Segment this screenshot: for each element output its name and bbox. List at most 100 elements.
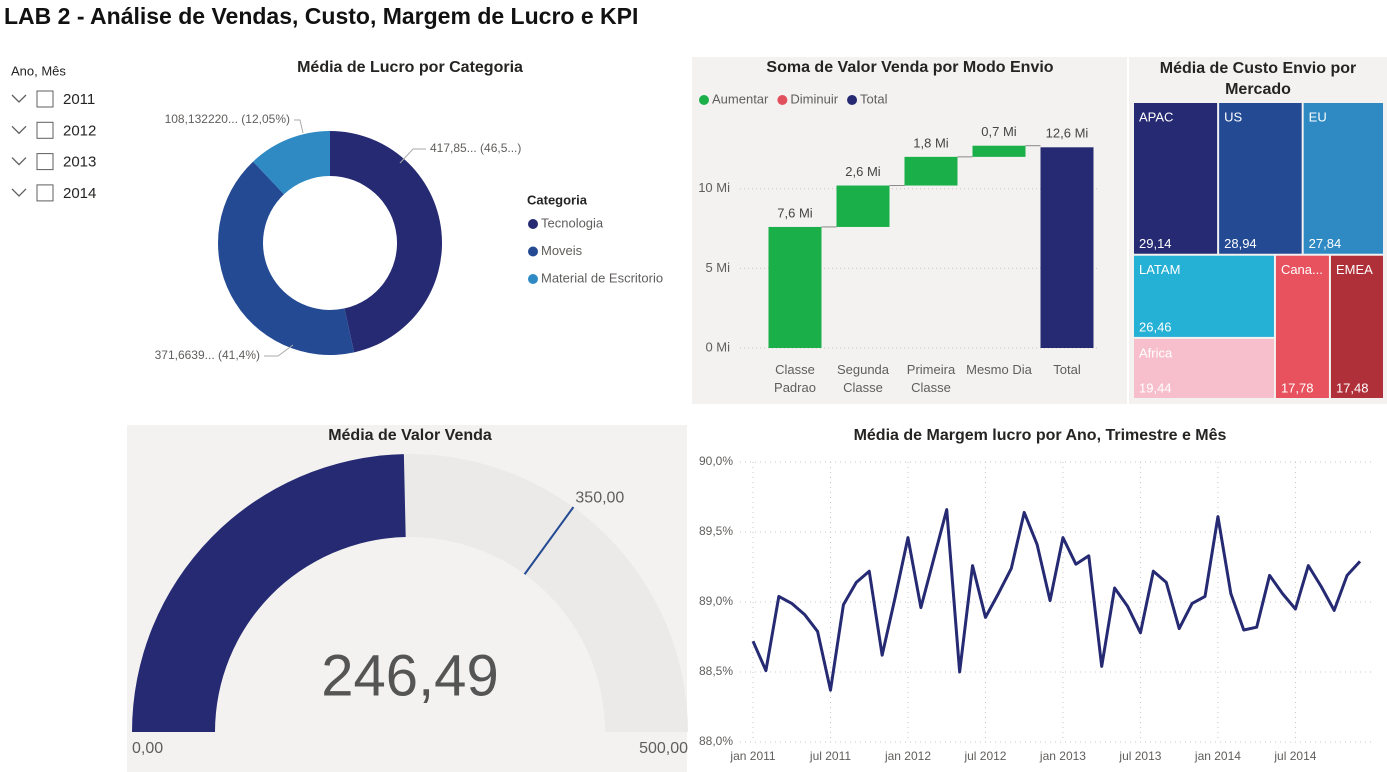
data-label: 371,6639... (41,4%) (155, 348, 260, 362)
cell-value: 26,46 (1139, 319, 1172, 334)
chart-title: Média de Valor Venda (328, 427, 492, 444)
x-tick-label: jan 2011 (729, 749, 775, 763)
data-label: 12,6 Mi (1046, 126, 1089, 141)
chevron[interactable] (11, 188, 27, 197)
cell-label: EU (1309, 109, 1327, 124)
gauge-value (132, 454, 406, 732)
x-tick-label: jul 2012 (963, 749, 1006, 763)
data-label: 1,8 Mi (913, 135, 949, 150)
legend-label: Moveis (541, 243, 583, 258)
legend-label: Total (860, 91, 888, 106)
page-title: LAB 2 - Análise de Vendas, Custo, Margem… (4, 3, 638, 29)
x-tick-label: jan 2012 (884, 749, 931, 763)
chart-title: Soma de Valor Venda por Modo Envio (766, 59, 1053, 76)
legend-marker (847, 95, 858, 105)
cell-label: Cana... (1281, 262, 1323, 277)
cell-value: 19,44 (1139, 380, 1172, 395)
slicer-item[interactable]: 2011 (63, 91, 95, 108)
gauge-limit-label: 500,00 (639, 740, 688, 757)
treemap-cell (1303, 103, 1383, 254)
bar (904, 156, 958, 186)
bar (836, 185, 890, 227)
y-tick-label: 10 Mi (698, 180, 730, 195)
legend-marker (777, 95, 788, 105)
bar (972, 145, 1026, 157)
checkbox[interactable] (36, 153, 54, 171)
data-label: 2,6 Mi (845, 164, 881, 179)
gauge-limit-label: 0,00 (132, 740, 163, 757)
legend-label: Tecnologia (541, 215, 604, 230)
legend-label: Diminuir (790, 91, 838, 106)
target-label: 350,00 (575, 489, 624, 506)
cell-label: Africa (1139, 345, 1173, 360)
leader-line (399, 148, 426, 164)
treemap-cell (1134, 338, 1274, 398)
y-tick-label: 88,5% (699, 664, 733, 678)
legend-marker (528, 219, 538, 229)
y-tick-label: 88,0% (699, 734, 733, 748)
checkbox[interactable] (36, 184, 54, 202)
donut-slice (330, 131, 442, 353)
treemap-cell (1134, 103, 1218, 254)
donut-slice (218, 161, 355, 356)
chart-title: Média de Custo Envio por Mercado (1159, 60, 1357, 98)
x-tick-label: Primeira Classe (906, 362, 956, 395)
cell-label: APAC (1139, 109, 1173, 124)
slicer-item[interactable]: 2013 (63, 154, 96, 171)
legend-marker (699, 95, 709, 105)
y-tick-label: 5 Mi (705, 260, 730, 275)
x-tick-label: Segunda Classe (836, 362, 890, 395)
x-tick-label: jan 2013 (1039, 749, 1086, 763)
y-tick-label: 0 Mi (705, 339, 730, 354)
treemap-cell (1275, 255, 1329, 398)
data-label: 0,7 Mi (981, 124, 1017, 139)
cell-value: 17,48 (1336, 380, 1369, 395)
data-label: 7,6 Mi (777, 205, 813, 220)
checkbox[interactable] (36, 90, 54, 108)
cell-label: US (1224, 109, 1242, 124)
bar (1040, 147, 1094, 348)
chevron[interactable] (11, 157, 27, 166)
chart-title: Média de Lucro por Categoria (297, 59, 523, 76)
cell-value: 29,14 (1139, 236, 1172, 251)
cell-label: LATAM (1139, 262, 1180, 277)
legend-label: Aumentar (712, 91, 769, 106)
slicer-item[interactable]: 2012 (63, 122, 96, 139)
cell-value: 27,84 (1309, 236, 1342, 251)
y-tick-label: 89,0% (699, 594, 733, 608)
x-tick-label: Total (1053, 362, 1081, 377)
data-label: 108,132220... (12,05%) (165, 112, 290, 126)
x-tick-label: Mesmo Dia (966, 362, 1032, 377)
cell-value: 28,94 (1224, 236, 1257, 251)
treemap-cell (1134, 255, 1274, 337)
cell-value: 17,78 (1281, 380, 1314, 395)
leader-line (264, 344, 294, 357)
slicer-title: Ano, Mês (11, 63, 66, 78)
legend-marker (528, 246, 538, 257)
treemap-cell (1330, 255, 1383, 398)
legend-marker (528, 274, 538, 284)
data-label: 417,85... (46,5...) (430, 141, 521, 155)
x-tick-label: Classe Padrao (774, 362, 816, 395)
legend-title: Categoria (527, 192, 588, 207)
legend-label: Material de Escritorio (541, 270, 663, 285)
chevron[interactable] (11, 94, 27, 103)
bar (768, 226, 822, 348)
checkbox[interactable] (36, 121, 54, 139)
x-tick-label: jan 2014 (1194, 749, 1241, 763)
treemap-cell (1219, 103, 1302, 254)
x-tick-label: jul 2011 (809, 749, 851, 763)
x-tick-label: jul 2013 (1118, 749, 1161, 763)
cell-label: EMEA (1336, 262, 1373, 277)
slicer-item[interactable]: 2014 (63, 185, 96, 202)
y-tick-label: 89,5% (699, 524, 733, 538)
gauge-target (523, 506, 575, 575)
line (751, 508, 1362, 692)
chart-title: Média de Margem lucro por Ano, Trimestre… (854, 427, 1227, 444)
chevron[interactable] (11, 125, 27, 135)
x-tick-label: jul 2014 (1273, 749, 1316, 763)
donut-slice (253, 131, 330, 195)
leader-line (294, 119, 304, 134)
gauge-value-label: 246,49 (321, 643, 498, 708)
